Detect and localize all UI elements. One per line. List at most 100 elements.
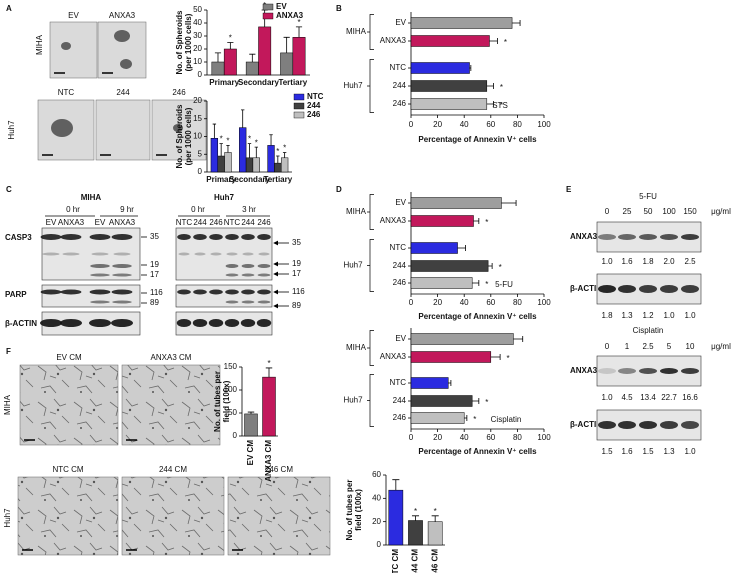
micrograph bbox=[49, 21, 98, 79]
band bbox=[62, 252, 80, 256]
mw-marker: 116 bbox=[292, 287, 305, 296]
y-tick-label: 0 bbox=[198, 167, 203, 176]
significance: * bbox=[485, 280, 488, 289]
band bbox=[40, 289, 62, 295]
x-axis-label: Percentage of Annexin V⁺ cells bbox=[418, 135, 537, 144]
band bbox=[681, 421, 699, 429]
x-tick-label: 244 CM bbox=[411, 549, 420, 573]
legend-label: ANXA3 bbox=[276, 11, 304, 20]
x-tick-label: 0 bbox=[409, 120, 414, 129]
band bbox=[257, 264, 271, 268]
band bbox=[660, 368, 678, 374]
bar bbox=[217, 155, 225, 173]
y-tick-label: 244 bbox=[393, 261, 407, 270]
blot-row-label: ANXA3 bbox=[570, 232, 598, 241]
legend-label: EV bbox=[276, 2, 287, 11]
error-bar bbox=[489, 38, 498, 44]
lane-label: NTC bbox=[224, 218, 241, 227]
panel-letter: E bbox=[566, 185, 572, 194]
band bbox=[639, 285, 657, 293]
mw-marker: 116 bbox=[150, 288, 163, 297]
error-bar bbox=[269, 134, 273, 146]
error-bar bbox=[472, 280, 480, 286]
bar bbox=[258, 26, 272, 76]
group-label: MIHA bbox=[346, 27, 367, 36]
image-label: EV bbox=[68, 11, 79, 20]
panel-letter: A bbox=[6, 4, 12, 13]
error-bar bbox=[486, 101, 494, 107]
band bbox=[660, 285, 678, 293]
quant-label: 1.3 bbox=[663, 447, 675, 456]
bar bbox=[410, 277, 473, 289]
spheroid bbox=[61, 42, 71, 50]
spheroid bbox=[120, 59, 132, 69]
y-tick-label: EV bbox=[395, 18, 406, 27]
band bbox=[111, 234, 133, 240]
dose-label: 1 bbox=[625, 342, 630, 351]
dose-label: 25 bbox=[623, 207, 632, 216]
band bbox=[257, 289, 271, 295]
bar bbox=[410, 17, 513, 29]
band bbox=[91, 252, 109, 256]
lane-label: 244 bbox=[193, 218, 207, 227]
band bbox=[90, 264, 110, 268]
annotation: 5-FU bbox=[495, 280, 513, 289]
band bbox=[89, 234, 111, 240]
mw-marker: 89 bbox=[150, 298, 159, 307]
bar bbox=[267, 145, 275, 173]
quant-label: 2.5 bbox=[684, 257, 696, 266]
group-label: MIHA bbox=[346, 207, 367, 216]
band bbox=[598, 234, 616, 240]
bar bbox=[410, 260, 489, 272]
band bbox=[258, 252, 270, 256]
y-tick-label: 40 bbox=[372, 493, 381, 502]
band bbox=[88, 319, 112, 327]
group-label: Huh7 bbox=[343, 261, 363, 270]
quant-label: 1.0 bbox=[684, 311, 696, 320]
spheroid bbox=[114, 30, 130, 42]
x-tick-label: 100 bbox=[537, 298, 551, 307]
quant-label: 1.3 bbox=[621, 311, 633, 320]
x-tick-label: 20 bbox=[433, 433, 442, 442]
x-tick-label: 0 bbox=[409, 433, 414, 442]
significance: * bbox=[226, 136, 229, 145]
significance: * bbox=[434, 507, 437, 516]
band bbox=[194, 252, 206, 256]
y-tick-label: 50 bbox=[193, 5, 202, 14]
y-tick-label: 0 bbox=[198, 70, 203, 79]
significance: * bbox=[283, 144, 286, 153]
y-axis-label: (per 1000 cells) bbox=[184, 13, 193, 71]
band bbox=[242, 252, 254, 256]
bar bbox=[245, 61, 259, 76]
row-label: MIHA bbox=[35, 34, 44, 55]
y-tick-label: 246 bbox=[393, 99, 407, 108]
bar bbox=[280, 52, 294, 76]
quant-label: 1.0 bbox=[601, 257, 613, 266]
quant-label: 1.0 bbox=[684, 447, 696, 456]
band bbox=[618, 368, 636, 374]
band bbox=[193, 289, 207, 295]
band bbox=[176, 319, 192, 327]
band bbox=[210, 252, 222, 256]
bar bbox=[410, 395, 473, 407]
error-bar bbox=[247, 143, 252, 158]
significance: * bbox=[500, 101, 503, 110]
y-axis-label: (per 1000 cells) bbox=[184, 107, 193, 165]
bar bbox=[410, 377, 449, 389]
band bbox=[639, 368, 657, 374]
spheroid bbox=[51, 119, 73, 137]
row-label: Huh7 bbox=[7, 120, 16, 140]
y-tick-label: 20 bbox=[193, 96, 202, 105]
y-tick-label: NTC bbox=[390, 63, 407, 72]
significance: * bbox=[220, 135, 223, 144]
quant-label: 16.6 bbox=[682, 393, 698, 402]
mw-marker: 17 bbox=[150, 270, 159, 279]
error-bar bbox=[411, 515, 420, 521]
blot-title: MIHA bbox=[81, 193, 102, 202]
band bbox=[225, 289, 239, 295]
band bbox=[241, 264, 255, 268]
row-label: MIHA bbox=[3, 394, 12, 415]
band bbox=[113, 252, 131, 256]
